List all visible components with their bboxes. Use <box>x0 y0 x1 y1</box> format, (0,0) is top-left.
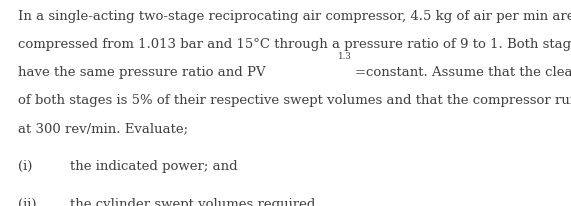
Text: the indicated power; and: the indicated power; and <box>70 159 238 172</box>
Text: compressed from 1.013 bar and 15°C through a pressure ratio of 9 to 1. Both stag: compressed from 1.013 bar and 15°C throu… <box>18 38 571 51</box>
Text: have the same pressure ratio and PV: have the same pressure ratio and PV <box>18 66 266 79</box>
Text: the cylinder swept volumes required.: the cylinder swept volumes required. <box>70 197 320 206</box>
Text: In a single-acting two-stage reciprocating air compressor, 4.5 kg of air per min: In a single-acting two-stage reciprocati… <box>18 10 571 23</box>
Text: 1.3: 1.3 <box>337 52 351 61</box>
Text: (ii): (ii) <box>18 197 37 206</box>
Text: =constant. Assume that the clearance volume: =constant. Assume that the clearance vol… <box>355 66 571 79</box>
Text: of both stages is 5% of their respective swept volumes and that the compressor r: of both stages is 5% of their respective… <box>18 94 571 107</box>
Text: at 300 rev/min. Evaluate;: at 300 rev/min. Evaluate; <box>18 121 188 134</box>
Text: (i): (i) <box>18 159 33 172</box>
